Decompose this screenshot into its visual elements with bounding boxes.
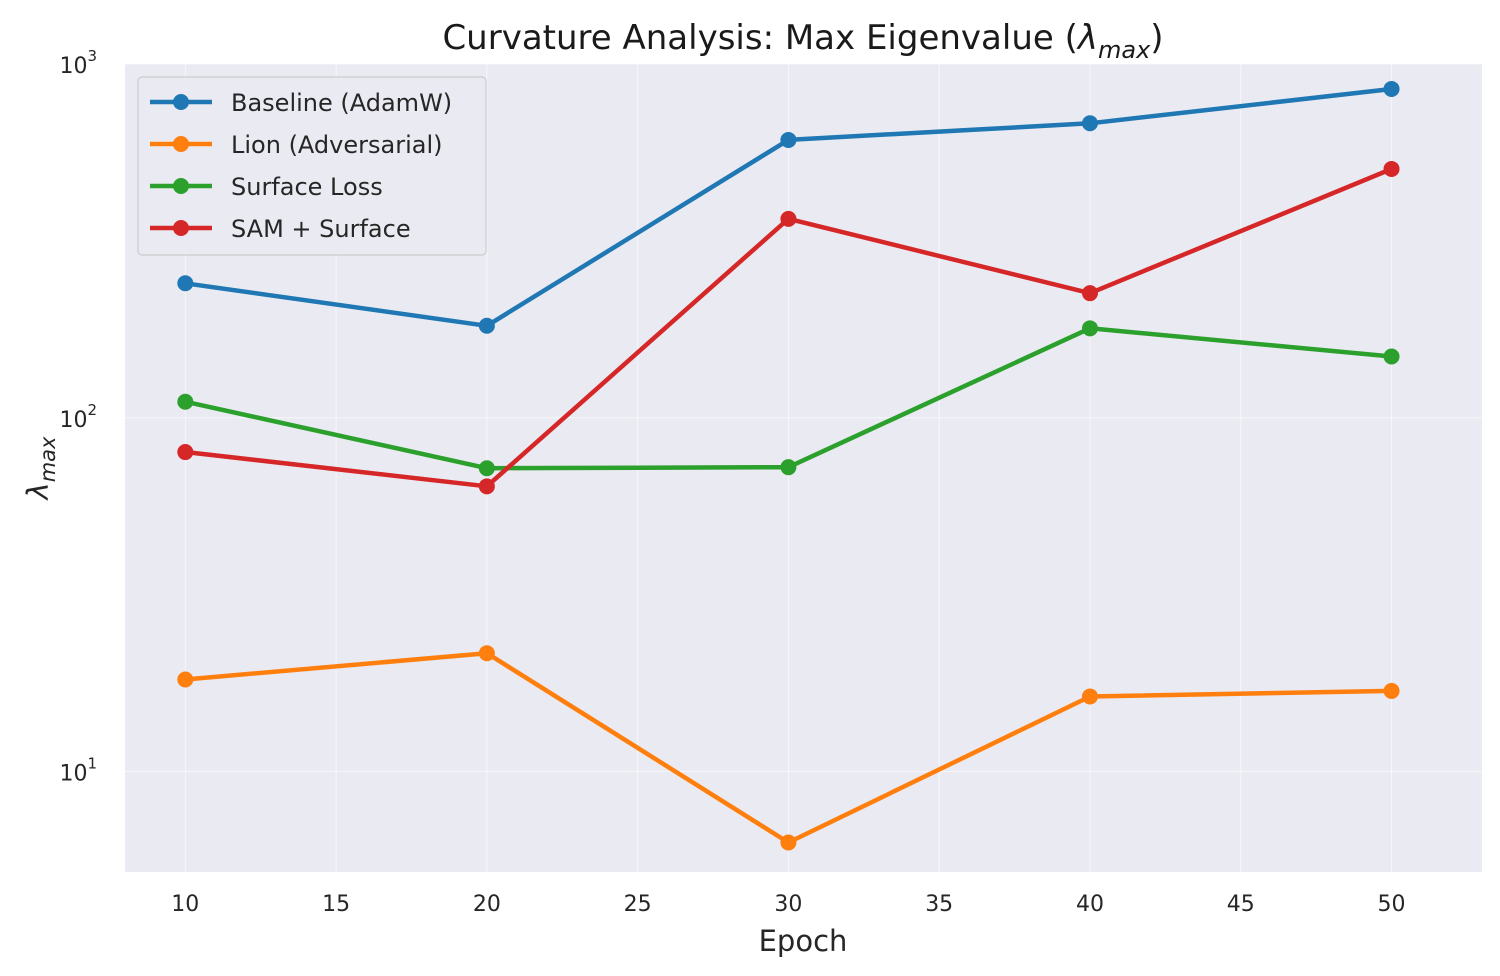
legend-swatch-marker — [173, 136, 189, 152]
legend-label: Lion (Adversarial) — [231, 131, 442, 159]
x-axis-label: Epoch — [759, 924, 848, 958]
legend-swatch-marker — [173, 94, 189, 110]
data-point — [478, 645, 495, 662]
data-point — [1081, 115, 1098, 132]
legend-item: Surface Loss — [150, 173, 383, 201]
series-4 — [177, 160, 1400, 495]
legend-frame — [137, 76, 487, 256]
legend-label: Surface Loss — [231, 173, 383, 201]
x-tick-label: 10 — [171, 892, 199, 917]
data-point — [177, 275, 194, 292]
data-point — [780, 834, 797, 851]
data-point — [1081, 285, 1098, 302]
x-tick-labels: 10 15 20 25 30 35 40 45 50 — [171, 892, 1405, 917]
legend: Baseline (AdamW) Lion (Adversarial) Surfac… — [137, 76, 487, 256]
data-point — [177, 393, 194, 410]
data-point — [177, 671, 194, 688]
x-tick-label: 35 — [925, 892, 953, 917]
y-tick-labels: 101 102 103 — [59, 47, 97, 787]
data-point — [1383, 682, 1400, 699]
series-2 — [177, 645, 1400, 851]
y-axis-label: λmax — [21, 436, 60, 501]
legend-item: Baseline (AdamW) — [150, 89, 452, 117]
x-tick-label: 40 — [1076, 892, 1104, 917]
legend-swatch-marker — [173, 220, 189, 236]
y-tick-label: 102 — [59, 401, 97, 433]
grid — [125, 63, 1482, 872]
x-tick-label: 30 — [774, 892, 802, 917]
data-point — [478, 478, 495, 495]
data-point — [177, 444, 194, 461]
x-tick-label: 15 — [322, 892, 350, 917]
series-layer — [177, 80, 1400, 851]
data-point — [1383, 348, 1400, 365]
x-tick-label: 25 — [624, 892, 652, 917]
x-tick-label: 20 — [473, 892, 501, 917]
legend-label: SAM + Surface — [231, 215, 411, 243]
legend-label: Baseline (AdamW) — [231, 89, 452, 117]
data-point — [780, 459, 797, 476]
y-tick-label: 103 — [59, 47, 97, 79]
legend-item: SAM + Surface — [150, 215, 411, 243]
data-point — [1081, 688, 1098, 705]
data-point — [1081, 320, 1098, 337]
y-tick-label: 101 — [59, 755, 97, 787]
data-point — [1383, 160, 1400, 177]
legend-item: Lion (Adversarial) — [150, 131, 442, 159]
data-point — [780, 131, 797, 148]
data-point — [478, 317, 495, 334]
x-tick-label: 45 — [1227, 892, 1255, 917]
data-point — [1383, 80, 1400, 97]
legend-swatch-marker — [173, 178, 189, 194]
data-point — [780, 210, 797, 227]
series-1 — [177, 80, 1400, 334]
series-3 — [177, 320, 1400, 477]
chart-title: Curvature Analysis: Max Eigenvalue (λmax… — [442, 18, 1163, 64]
data-point — [478, 460, 495, 477]
x-tick-label: 50 — [1378, 892, 1406, 917]
